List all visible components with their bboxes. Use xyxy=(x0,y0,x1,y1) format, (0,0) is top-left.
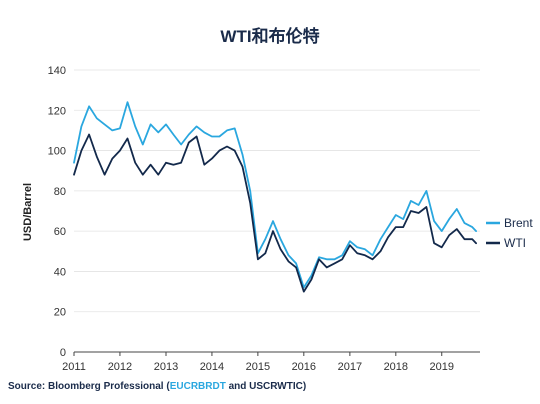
y-tick-label: 40 xyxy=(54,266,66,278)
y-tick-label: 60 xyxy=(54,226,66,238)
source-code-brent: EUCRBRDT xyxy=(169,381,226,392)
legend: Brent WTI xyxy=(486,216,533,250)
axis-layer: 0 20 40 60 80 100 120 140 2011 2012 2013 2014 2015 20… xyxy=(48,65,454,373)
y-axis-label: USD/Barrel xyxy=(22,183,34,241)
x-tick-label: 2018 xyxy=(384,361,408,373)
y-tick-label: 20 xyxy=(54,307,66,319)
source-suffix: and USCRWTIC) xyxy=(225,381,307,392)
x-tick-label: 2019 xyxy=(429,361,453,373)
y-tick-label: 140 xyxy=(48,65,66,77)
grid-layer xyxy=(74,69,480,353)
x-tick-label: 2011 xyxy=(62,361,86,373)
series-line-brent xyxy=(73,101,478,289)
source-prefix: Source: Bloomberg Professional ( xyxy=(8,381,170,392)
y-tick-label: 80 xyxy=(54,186,66,198)
x-tick-label: 2017 xyxy=(338,361,362,373)
legend-label-brent: Brent xyxy=(504,216,533,230)
x-tick-label: 2015 xyxy=(246,361,270,373)
legend-label-wti: WTI xyxy=(504,236,526,250)
x-tick-label: 2016 xyxy=(292,361,316,373)
source-note: Source: Bloomberg Professional (EUCRBRDT… xyxy=(8,381,306,392)
series-layer xyxy=(73,101,478,293)
y-tick-label: 120 xyxy=(48,105,66,117)
y-tick-label: 0 xyxy=(60,347,66,359)
x-tick-label: 2014 xyxy=(200,361,224,373)
x-tick-label: 2012 xyxy=(108,361,132,373)
series-line-wti xyxy=(73,133,478,293)
x-tick-label: 2013 xyxy=(154,361,178,373)
chart-title: WTI和布伦特 xyxy=(220,27,320,46)
y-tick-label: 100 xyxy=(48,146,66,158)
